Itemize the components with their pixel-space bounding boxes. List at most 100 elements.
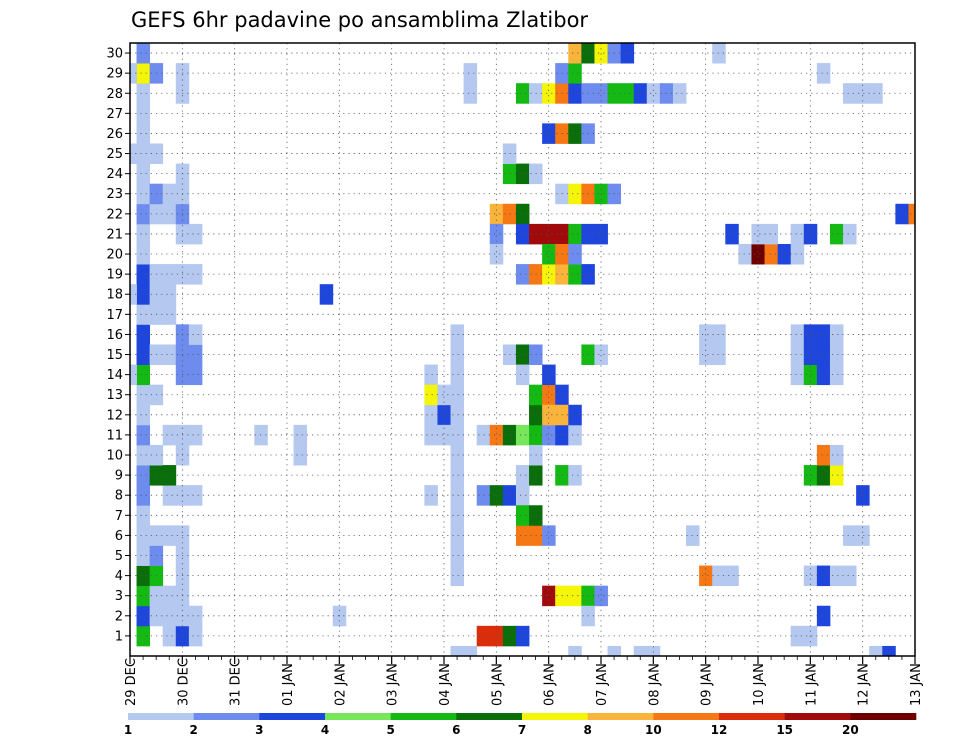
heatmap-cell [136, 485, 151, 506]
heatmap-cell [882, 645, 896, 657]
heatmap-cell [738, 243, 752, 265]
heatmap-cell [450, 645, 465, 657]
heatmap-cell [130, 284, 137, 305]
y-tick-label: 24 [106, 167, 123, 182]
colorbar-label: 12 [711, 723, 728, 737]
y-tick-label: 28 [106, 87, 123, 102]
colorbar-swatch [128, 713, 194, 720]
y-axis: 1234567891011121314151617181920212223242… [106, 47, 130, 644]
heatmap-cell [450, 424, 465, 446]
heatmap-cell [568, 243, 582, 265]
heatmap-cell [515, 505, 530, 526]
y-tick-label: 8 [115, 489, 123, 504]
y-tick-label: 30 [106, 47, 123, 62]
heatmap-cell [816, 605, 831, 627]
colorbar-swatch [390, 713, 457, 720]
heatmap-cell [450, 465, 465, 486]
colorbar-label: 2 [189, 723, 197, 737]
heatmap-cell [476, 485, 491, 506]
heatmap-cell [829, 465, 844, 486]
heatmap-cell [790, 625, 805, 647]
heatmap-cell [136, 223, 151, 245]
heatmap-cell [816, 364, 831, 386]
heatmap-cell [568, 123, 582, 144]
heatmap-cell [542, 404, 556, 426]
heatmap-cell [136, 163, 151, 185]
heatmap-cell [476, 625, 491, 647]
heatmap-cell [856, 83, 870, 104]
heatmap-cell [803, 223, 818, 245]
heatmap-cell [542, 123, 556, 144]
heatmap-cell [856, 525, 870, 546]
heatmap-cell [162, 424, 177, 446]
y-tick-label: 11 [106, 428, 123, 443]
heatmap-cell [450, 324, 465, 345]
heatmap-cell [568, 63, 582, 84]
heatmap-cell [594, 43, 608, 64]
heatmap-cell [751, 223, 765, 245]
heatmap-cells [130, 43, 916, 657]
x-axis: 29 DEC 30 DEC 31 DEC 01 JAN 02 JAN 03 JAN 04 J… [124, 656, 924, 706]
heatmap-cell [790, 243, 805, 265]
heatmap-cell [136, 324, 151, 345]
y-tick-label: 25 [106, 147, 123, 162]
heatmap-cell [293, 444, 308, 466]
y-tick-label: 20 [106, 248, 123, 263]
heatmap-cell [646, 83, 661, 104]
x-tick-label: 01 JAN [281, 663, 296, 706]
colorbar-swatch [784, 713, 851, 720]
x-tick-label: 07 JAN [595, 663, 610, 706]
heatmap-cell [136, 545, 151, 566]
x-tick-label: 06 JAN [543, 663, 558, 706]
heatmap-cell [568, 264, 582, 285]
x-tick-label: 11 JAN [804, 663, 819, 706]
heatmap-cell [463, 645, 478, 657]
heatmap-cell [542, 223, 556, 245]
heatmap-cell [594, 223, 608, 245]
colorbar-label: 4 [321, 723, 329, 737]
y-tick-label: 19 [106, 268, 123, 283]
heatmap-cell [489, 243, 504, 265]
heatmap-cell [515, 223, 530, 245]
heatmap-cell [712, 565, 726, 587]
y-tick-label: 5 [115, 549, 123, 564]
heatmap-cell [162, 485, 177, 506]
heatmap-cell [790, 344, 805, 365]
heatmap-cell [136, 143, 151, 164]
heatmap-cell [594, 585, 608, 607]
heatmap-cell [188, 625, 203, 647]
heatmap-cell [136, 505, 151, 526]
heatmap-cell [568, 223, 582, 245]
heatmap-cell [515, 625, 530, 647]
heatmap-cell [136, 444, 151, 466]
heatmap-cell [816, 344, 831, 365]
heatmap-cell [542, 264, 556, 285]
heatmap-cell [437, 384, 451, 406]
colorbar-label: 3 [255, 723, 263, 737]
heatmap-cell [489, 223, 504, 245]
heatmap-cell [777, 243, 792, 265]
heatmap-cell [136, 123, 151, 144]
heatmap-cell [803, 364, 818, 386]
heatmap-cell [136, 525, 151, 546]
colorbar-swatch [653, 713, 720, 720]
heatmap-cell [829, 324, 844, 345]
y-tick-label: 16 [106, 328, 123, 343]
heatmap-cell [699, 565, 713, 587]
heatmap-cell [136, 404, 151, 426]
y-tick-label: 26 [106, 127, 123, 142]
heatmap-cell [843, 223, 857, 245]
heatmap-cell [803, 565, 818, 587]
heatmap-cell [646, 645, 661, 657]
heatmap-cell [568, 83, 582, 104]
heatmap-cell [188, 364, 203, 386]
heatmap-cell [136, 625, 151, 647]
heatmap-cell [542, 243, 556, 265]
heatmap-cell [568, 43, 582, 64]
heatmap-cell [463, 83, 478, 104]
heatmap-cell [843, 83, 857, 104]
heatmap-cell [816, 324, 831, 345]
heatmap-cell [803, 344, 818, 365]
heatmap-cell [607, 645, 622, 657]
